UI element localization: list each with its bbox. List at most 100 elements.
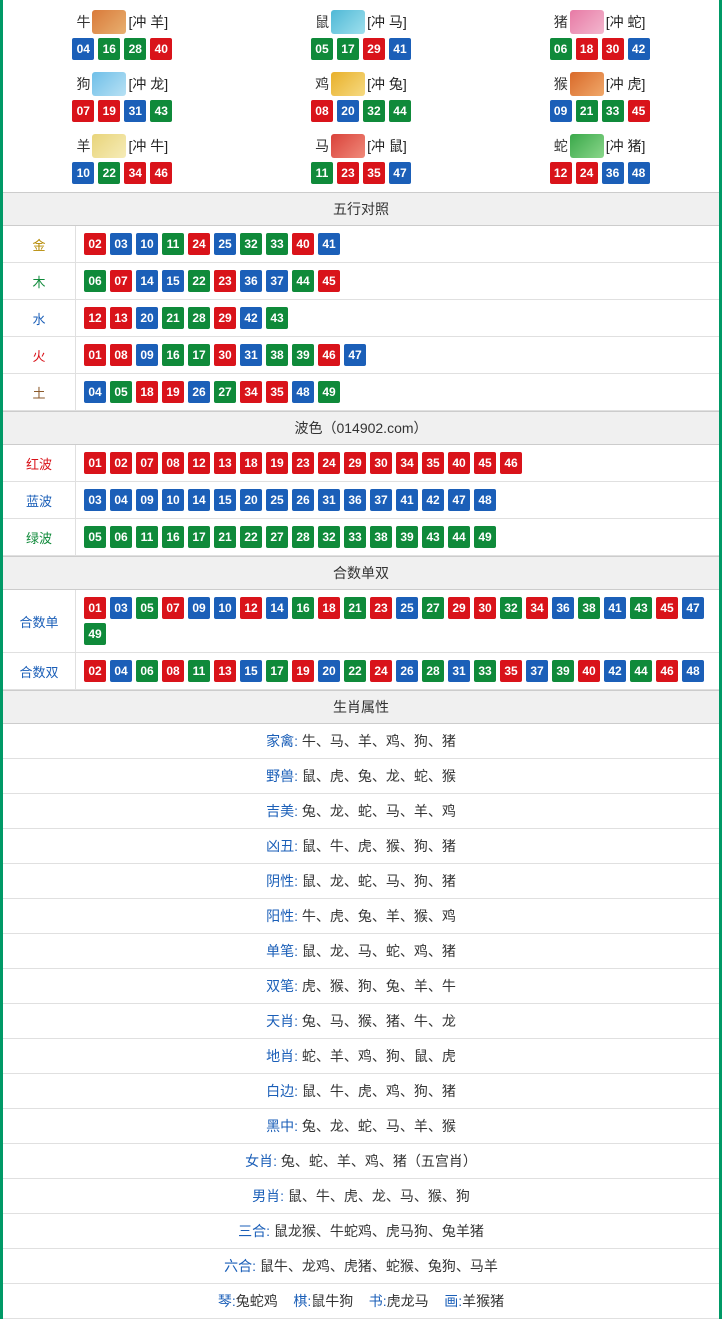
number-ball: 08 — [110, 344, 132, 366]
number-ball: 29 — [363, 38, 385, 60]
zodiac-balls: 08203244 — [242, 100, 481, 122]
attr-key: 野兽: — [266, 768, 302, 784]
attr-key: 男肖: — [252, 1188, 288, 1204]
number-ball: 31 — [240, 344, 262, 366]
zodiac-icon — [92, 10, 126, 34]
table-row: 木06071415222336374445 — [3, 263, 719, 300]
attr-value: 兔蛇鸡 — [236, 1293, 278, 1309]
attr-key: 地肖: — [266, 1048, 302, 1064]
number-ball: 03 — [110, 233, 132, 255]
table-row: 金02031011242532334041 — [3, 226, 719, 263]
number-ball: 37 — [526, 660, 548, 682]
number-ball: 39 — [292, 344, 314, 366]
number-ball: 36 — [552, 597, 574, 619]
row-label: 合数双 — [3, 653, 76, 690]
number-ball: 09 — [550, 100, 572, 122]
zodiac-conflict: [冲 鼠] — [367, 136, 407, 156]
number-ball: 13 — [110, 307, 132, 329]
number-ball: 14 — [188, 489, 210, 511]
number-ball: 29 — [448, 597, 470, 619]
number-ball: 42 — [604, 660, 626, 682]
attr-key: 天肖: — [266, 1013, 302, 1029]
number-ball: 32 — [240, 233, 262, 255]
zodiac-balls: 09213345 — [480, 100, 719, 122]
number-ball: 39 — [552, 660, 574, 682]
number-ball: 15 — [214, 489, 236, 511]
number-ball: 04 — [72, 38, 94, 60]
row-label: 水 — [3, 300, 76, 337]
row-label: 红波 — [3, 445, 76, 482]
number-ball: 49 — [318, 381, 340, 403]
number-ball: 10 — [136, 233, 158, 255]
number-ball: 38 — [266, 344, 288, 366]
number-ball: 33 — [474, 660, 496, 682]
number-ball: 33 — [266, 233, 288, 255]
number-ball: 21 — [344, 597, 366, 619]
attr-row: 吉美: 兔、龙、蛇、马、羊、鸡 — [3, 794, 719, 829]
zodiac-balls: 11233547 — [242, 162, 481, 184]
number-ball: 15 — [162, 270, 184, 292]
number-ball: 45 — [628, 100, 650, 122]
number-ball: 26 — [188, 381, 210, 403]
attr-header: 生肖属性 — [3, 690, 719, 724]
zodiac-cell: 狗[冲 龙]07193143 — [3, 68, 242, 130]
number-ball: 42 — [628, 38, 650, 60]
number-ball: 28 — [188, 307, 210, 329]
number-ball: 03 — [110, 597, 132, 619]
number-ball: 22 — [188, 270, 210, 292]
number-ball: 10 — [162, 489, 184, 511]
number-ball: 09 — [136, 489, 158, 511]
attr-value: 鼠、龙、蛇、马、狗、猪 — [302, 873, 456, 889]
number-ball: 05 — [110, 381, 132, 403]
attr-key: 六合: — [224, 1258, 260, 1274]
number-ball: 46 — [318, 344, 340, 366]
zodiac-name: 猴 — [554, 74, 568, 94]
number-ball: 29 — [344, 452, 366, 474]
number-ball: 07 — [136, 452, 158, 474]
row-label: 火 — [3, 337, 76, 374]
attr-value: 鼠、牛、虎、龙、马、猴、狗 — [288, 1188, 470, 1204]
number-ball: 11 — [311, 162, 333, 184]
attr-value: 鼠、牛、虎、猴、狗、猪 — [302, 838, 456, 854]
number-ball: 02 — [84, 660, 106, 682]
table-row: 火0108091617303138394647 — [3, 337, 719, 374]
number-ball: 48 — [474, 489, 496, 511]
attr-row: 地肖: 蛇、羊、鸡、狗、鼠、虎 — [3, 1039, 719, 1074]
number-ball: 11 — [188, 660, 210, 682]
row-label: 合数单 — [3, 590, 76, 653]
number-ball: 22 — [240, 526, 262, 548]
number-ball: 44 — [389, 100, 411, 122]
zodiac-cell: 羊[冲 牛]10223446 — [3, 130, 242, 192]
zodiac-conflict: [冲 蛇] — [606, 12, 646, 32]
number-ball: 31 — [448, 660, 470, 682]
number-ball: 17 — [188, 526, 210, 548]
row-balls: 1213202128294243 — [76, 300, 720, 337]
row-balls: 0103050709101214161821232527293032343638… — [76, 590, 720, 653]
attr-key: 家禽: — [266, 733, 302, 749]
number-ball: 18 — [240, 452, 262, 474]
row-balls: 0204060811131517192022242628313335373940… — [76, 653, 720, 690]
number-ball: 35 — [422, 452, 444, 474]
zodiac-conflict: [冲 猪] — [606, 136, 646, 156]
zodiac-cell: 猪[冲 蛇]06183042 — [480, 6, 719, 68]
number-ball: 19 — [292, 660, 314, 682]
number-ball: 23 — [370, 597, 392, 619]
number-ball: 42 — [240, 307, 262, 329]
number-ball: 13 — [214, 660, 236, 682]
number-ball: 18 — [136, 381, 158, 403]
number-ball: 40 — [448, 452, 470, 474]
number-ball: 12 — [550, 162, 572, 184]
number-ball: 37 — [370, 489, 392, 511]
heshu-table: 合数单0103050709101214161821232527293032343… — [3, 590, 719, 690]
table-row: 合数单0103050709101214161821232527293032343… — [3, 590, 719, 653]
zodiac-cell: 鸡[冲 兔]08203244 — [242, 68, 481, 130]
number-ball: 34 — [396, 452, 418, 474]
number-ball: 09 — [188, 597, 210, 619]
zodiac-name: 蛇 — [554, 136, 568, 156]
number-ball: 27 — [266, 526, 288, 548]
number-ball: 35 — [266, 381, 288, 403]
attr-key: 白边: — [266, 1083, 302, 1099]
number-ball: 40 — [150, 38, 172, 60]
number-ball: 21 — [162, 307, 184, 329]
number-ball: 43 — [422, 526, 444, 548]
